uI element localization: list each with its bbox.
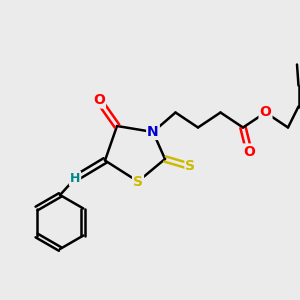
Text: H: H [70,172,80,185]
Text: S: S [185,160,196,173]
Text: O: O [260,106,272,119]
Text: N: N [147,125,159,139]
Text: S: S [133,175,143,188]
Text: O: O [243,145,255,158]
Text: O: O [93,94,105,107]
